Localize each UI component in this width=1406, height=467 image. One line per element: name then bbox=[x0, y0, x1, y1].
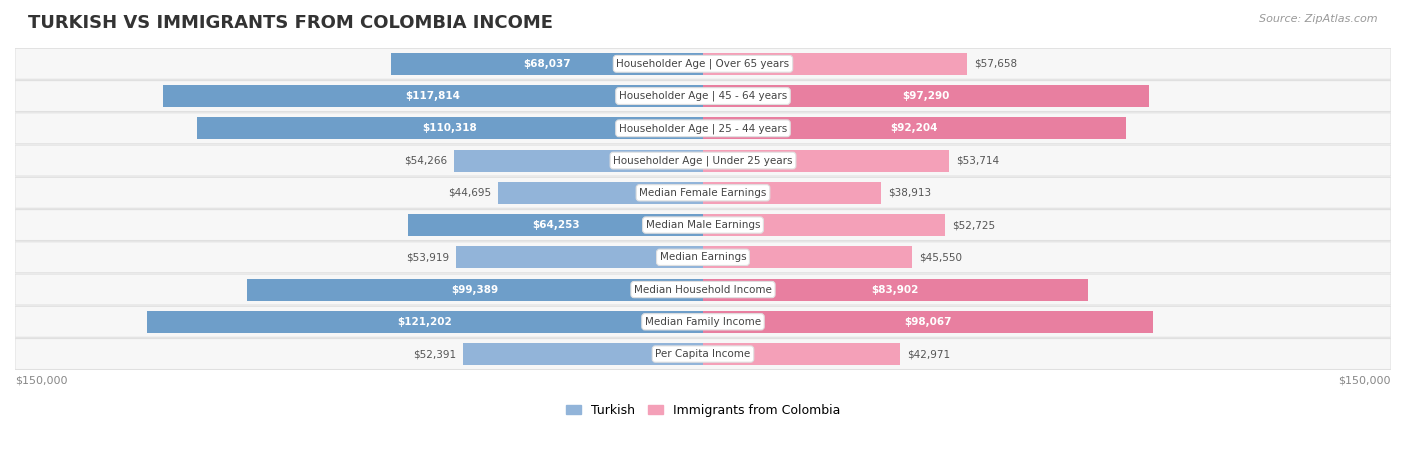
Text: Median Family Income: Median Family Income bbox=[645, 317, 761, 327]
Bar bbox=[163, 85, 703, 107]
Text: $54,266: $54,266 bbox=[404, 156, 447, 166]
Text: $57,658: $57,658 bbox=[974, 59, 1018, 69]
Text: Householder Age | 25 - 44 years: Householder Age | 25 - 44 years bbox=[619, 123, 787, 134]
Bar bbox=[703, 182, 882, 204]
Bar bbox=[703, 53, 967, 75]
FancyBboxPatch shape bbox=[15, 81, 1391, 112]
Text: $64,253: $64,253 bbox=[531, 220, 579, 230]
FancyBboxPatch shape bbox=[15, 306, 1391, 337]
Bar bbox=[703, 85, 1149, 107]
Text: $45,550: $45,550 bbox=[918, 252, 962, 262]
Bar bbox=[703, 343, 900, 365]
Text: Median Household Income: Median Household Income bbox=[634, 284, 772, 295]
Text: $53,919: $53,919 bbox=[406, 252, 449, 262]
Text: Householder Age | Under 25 years: Householder Age | Under 25 years bbox=[613, 156, 793, 166]
Text: $53,714: $53,714 bbox=[956, 156, 1000, 166]
Text: $150,000: $150,000 bbox=[15, 375, 67, 385]
Text: $92,204: $92,204 bbox=[891, 123, 938, 133]
Bar bbox=[391, 53, 703, 75]
Text: $52,725: $52,725 bbox=[952, 220, 995, 230]
FancyBboxPatch shape bbox=[15, 210, 1391, 241]
Text: $38,913: $38,913 bbox=[889, 188, 932, 198]
Bar bbox=[498, 182, 703, 204]
Text: $68,037: $68,037 bbox=[523, 59, 571, 69]
Bar bbox=[247, 279, 703, 301]
Text: TURKISH VS IMMIGRANTS FROM COLOMBIA INCOME: TURKISH VS IMMIGRANTS FROM COLOMBIA INCO… bbox=[28, 14, 553, 32]
FancyBboxPatch shape bbox=[15, 177, 1391, 208]
Bar bbox=[703, 214, 945, 236]
Bar bbox=[703, 117, 1126, 139]
FancyBboxPatch shape bbox=[15, 145, 1391, 176]
Text: $98,067: $98,067 bbox=[904, 317, 952, 327]
FancyBboxPatch shape bbox=[15, 339, 1391, 369]
Bar bbox=[703, 279, 1088, 301]
Text: $83,902: $83,902 bbox=[872, 284, 920, 295]
Text: Median Female Earnings: Median Female Earnings bbox=[640, 188, 766, 198]
Bar bbox=[197, 117, 703, 139]
Text: $110,318: $110,318 bbox=[423, 123, 478, 133]
Text: Per Capita Income: Per Capita Income bbox=[655, 349, 751, 359]
Legend: Turkish, Immigrants from Colombia: Turkish, Immigrants from Colombia bbox=[561, 399, 845, 422]
FancyBboxPatch shape bbox=[15, 274, 1391, 305]
Bar bbox=[703, 149, 949, 171]
Bar bbox=[463, 343, 703, 365]
Text: Householder Age | Over 65 years: Householder Age | Over 65 years bbox=[616, 58, 790, 69]
Text: $117,814: $117,814 bbox=[405, 91, 460, 101]
Text: $121,202: $121,202 bbox=[398, 317, 453, 327]
Text: $150,000: $150,000 bbox=[1339, 375, 1391, 385]
Text: Householder Age | 45 - 64 years: Householder Age | 45 - 64 years bbox=[619, 91, 787, 101]
Bar bbox=[456, 246, 703, 268]
FancyBboxPatch shape bbox=[15, 49, 1391, 79]
Text: $99,389: $99,389 bbox=[451, 284, 499, 295]
Text: $44,695: $44,695 bbox=[449, 188, 491, 198]
FancyBboxPatch shape bbox=[15, 113, 1391, 144]
Bar bbox=[454, 149, 703, 171]
Text: Median Male Earnings: Median Male Earnings bbox=[645, 220, 761, 230]
Text: Median Earnings: Median Earnings bbox=[659, 252, 747, 262]
Text: Source: ZipAtlas.com: Source: ZipAtlas.com bbox=[1260, 14, 1378, 24]
Bar bbox=[703, 246, 912, 268]
Text: $42,971: $42,971 bbox=[907, 349, 950, 359]
Bar bbox=[148, 311, 703, 333]
Bar bbox=[408, 214, 703, 236]
Text: $52,391: $52,391 bbox=[413, 349, 456, 359]
Text: $97,290: $97,290 bbox=[903, 91, 950, 101]
Bar bbox=[703, 311, 1153, 333]
FancyBboxPatch shape bbox=[15, 242, 1391, 273]
